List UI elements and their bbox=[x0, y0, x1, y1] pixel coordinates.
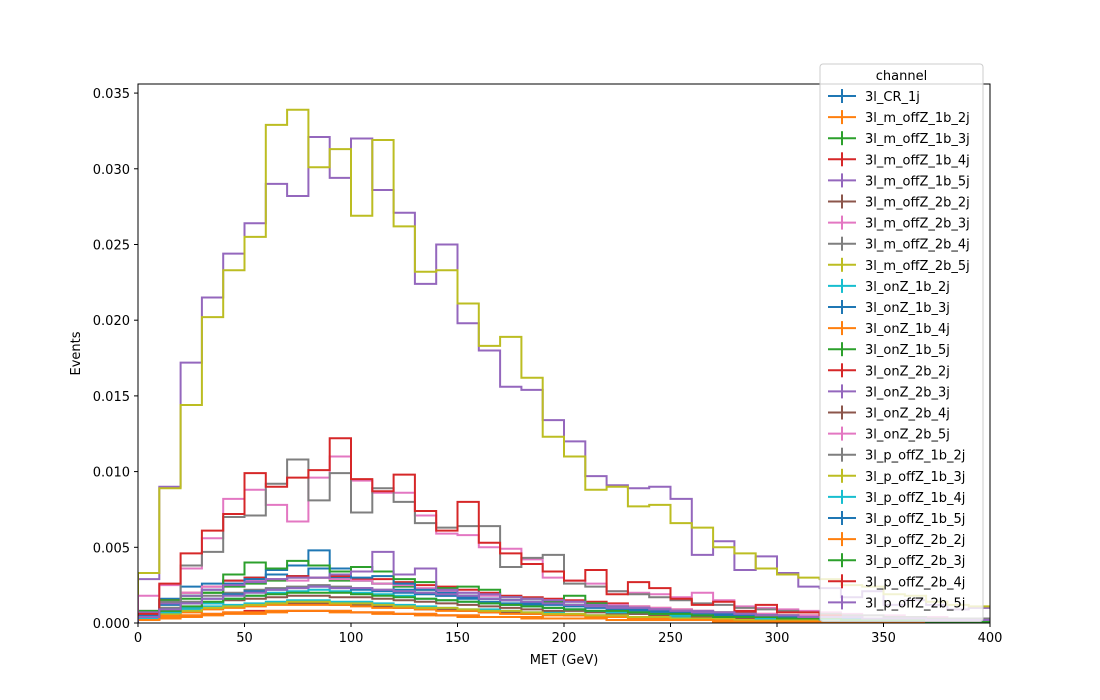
legend-label: 3l_m_offZ_2b_3j bbox=[865, 217, 970, 232]
legend-entry: 3l_p_offZ_1b_2j bbox=[828, 447, 965, 464]
y-tick-label: 0.005 bbox=[93, 541, 130, 556]
legend-label: 3l_m_offZ_2b_5j bbox=[865, 259, 970, 274]
legend-title: channel bbox=[876, 69, 927, 84]
legend-box bbox=[819, 63, 984, 622]
legend-label: 3l_p_offZ_1b_4j bbox=[865, 491, 965, 506]
legend-label: 3l_onZ_1b_5j bbox=[865, 343, 950, 358]
legend-label: 3l_onZ_2b_4j bbox=[865, 407, 950, 422]
y-tick-label: 0.020 bbox=[93, 314, 130, 329]
legend-label: 3l_p_offZ_1b_5j bbox=[865, 512, 965, 527]
legend-entry: 3l_m_offZ_1b_5j bbox=[828, 173, 970, 189]
legend-entry: 3l_p_offZ_2b_5j bbox=[828, 595, 965, 611]
legend-entry: 3l_onZ_1b_4j bbox=[828, 321, 950, 337]
y-tick-label: 0.030 bbox=[93, 163, 130, 178]
y-tick-label: 0.000 bbox=[93, 617, 130, 632]
x-tick-label: 350 bbox=[871, 631, 896, 646]
series-line-24 bbox=[138, 585, 990, 623]
legend-entry: 3l_m_offZ_2b_2j bbox=[828, 194, 970, 211]
legend-entry: 3l_m_offZ_2b_3j bbox=[828, 215, 970, 232]
legend-label: 3l_onZ_2b_3j bbox=[865, 385, 950, 400]
legend-label: 3l_m_offZ_1b_2j bbox=[865, 111, 970, 126]
legend-label: 3l_p_offZ_1b_3j bbox=[865, 470, 965, 485]
x-tick-label: 250 bbox=[658, 631, 683, 646]
legend-label: 3l_p_offZ_2b_2j bbox=[865, 533, 965, 548]
x-tick-label: 300 bbox=[765, 631, 790, 646]
legend-entry: 3l_onZ_1b_5j bbox=[828, 342, 950, 358]
series-line-23 bbox=[138, 437, 990, 623]
series-line-21 bbox=[138, 609, 990, 623]
y-tick-label: 0.035 bbox=[93, 87, 130, 102]
legend-label: 3l_m_offZ_1b_4j bbox=[865, 153, 970, 168]
legend-entry: 3l_m_offZ_1b_2j bbox=[828, 110, 970, 126]
x-tick-label: 0 bbox=[134, 631, 142, 646]
legend-entry: 3l_p_offZ_2b_3j bbox=[828, 553, 965, 569]
legend-label: 3l_onZ_1b_4j bbox=[865, 322, 950, 337]
x-tick-label: 200 bbox=[552, 631, 577, 646]
legend-entry: 3l_CR_1j bbox=[828, 89, 920, 105]
legend-label: 3l_onZ_1b_3j bbox=[865, 301, 950, 316]
legend-entry: 3l_onZ_2b_4j bbox=[828, 405, 950, 422]
y-tick-label: 0.025 bbox=[93, 238, 130, 253]
legend-entry: 3l_onZ_2b_3j bbox=[828, 384, 950, 400]
legend-entry: 3l_p_offZ_2b_4j bbox=[828, 574, 965, 590]
legend-entry: 3l_onZ_2b_5j bbox=[828, 426, 950, 443]
legend-entry: 3l_p_offZ_1b_3j bbox=[828, 468, 965, 485]
y-tick-label: 0.015 bbox=[93, 390, 130, 405]
axes: 0 50 100 150 200 250 300 350 400 0.000 0.005 0.010 0… bbox=[93, 83, 1003, 646]
legend-label: 3l_m_offZ_1b_3j bbox=[865, 132, 970, 147]
series-line-22 bbox=[138, 591, 990, 623]
legend-entry: 3l_p_offZ_1b_4j bbox=[828, 489, 965, 506]
series-line-18 bbox=[138, 600, 990, 623]
x-axis-label: MET (GeV) bbox=[530, 653, 599, 668]
legend-label: 3l_p_offZ_2b_4j bbox=[865, 575, 965, 590]
legend-label: 3l_onZ_2b_5j bbox=[865, 428, 950, 443]
legend-label: 3l_CR_1j bbox=[865, 90, 920, 105]
y-axis-label: Events bbox=[69, 331, 84, 375]
y-tick-label: 0.010 bbox=[93, 466, 130, 481]
legend-label: 3l_onZ_2b_2j bbox=[865, 364, 950, 379]
legend-label: 3l_m_offZ_2b_4j bbox=[865, 238, 970, 253]
legend-label: 3l_m_offZ_1b_5j bbox=[865, 174, 970, 189]
legend-label: 3l_m_offZ_2b_2j bbox=[865, 196, 970, 211]
legend-label: 3l_p_offZ_2b_5j bbox=[865, 596, 965, 611]
legend-label: 3l_p_offZ_2b_3j bbox=[865, 554, 965, 569]
legend-entry: 3l_onZ_2b_2j bbox=[828, 363, 950, 379]
legend-entry: 3l_m_offZ_1b_4j bbox=[828, 152, 970, 168]
x-tick-label: 400 bbox=[978, 631, 1003, 646]
plot-area bbox=[138, 108, 990, 623]
x-tick-label: 150 bbox=[445, 631, 470, 646]
legend-entry: 3l_onZ_1b_3j bbox=[828, 300, 950, 316]
legend: channel 3l_CR_1j 3l_m_offZ_1b_2j 3l_m_offZ_… bbox=[819, 63, 984, 622]
legend-label: 3l_p_offZ_1b_2j bbox=[865, 449, 965, 464]
legend-entry: 3l_onZ_1b_2j bbox=[828, 278, 950, 295]
legend-entry: 3l_p_offZ_1b_5j bbox=[828, 511, 965, 527]
x-tick-label: 100 bbox=[339, 631, 364, 646]
legend-entry: 3l_m_offZ_2b_4j bbox=[828, 236, 970, 253]
legend-label: 3l_onZ_1b_2j bbox=[865, 280, 950, 295]
legend-entry: 3l_m_offZ_2b_5j bbox=[828, 257, 970, 274]
x-tick-label: 50 bbox=[236, 631, 253, 646]
legend-entry: 3l_m_offZ_1b_3j bbox=[828, 131, 970, 147]
legend-entry: 3l_p_offZ_2b_2j bbox=[828, 532, 965, 548]
